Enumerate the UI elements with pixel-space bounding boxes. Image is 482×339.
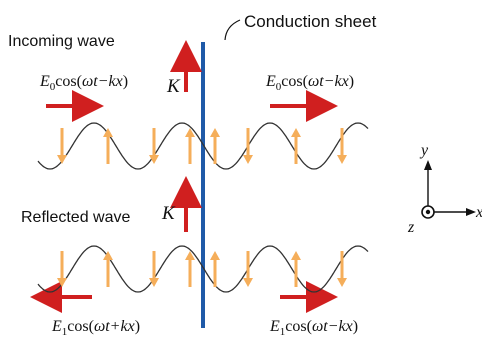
incoming-field-arrow <box>210 128 220 164</box>
reflected-wave-label: Reflected wave <box>21 209 130 226</box>
incoming-field-arrows <box>57 128 347 164</box>
reflected-field-arrow <box>103 251 113 287</box>
y-axis-label: y <box>419 142 429 159</box>
incoming-right-expression: E0cos(ωt−kx) <box>265 73 354 93</box>
current-label-top: K <box>166 76 181 97</box>
x-axis-arrowhead <box>466 208 476 216</box>
reflected-field-arrow <box>185 251 195 287</box>
conduction-sheet-label: Conduction sheet <box>244 12 377 31</box>
z-axis-dot <box>425 209 431 215</box>
reflected-wave-curve <box>37 245 369 293</box>
reflected-field-arrow <box>149 251 159 287</box>
sheet-pointer-curve <box>224 19 241 41</box>
x-axis-label: x <box>475 204 482 221</box>
reflected-field-arrow <box>337 251 347 287</box>
reflected-field-arrow <box>210 251 220 287</box>
coordinate-axes: y x z <box>407 142 482 236</box>
incoming-field-arrow <box>57 128 67 164</box>
reflected-right-expression: E1cos(ωt−kx) <box>269 318 358 338</box>
incoming-wave-curve <box>37 122 369 170</box>
incoming-left-expression: E0cos(ωt−kx) <box>39 73 128 93</box>
reflected-field-arrow <box>243 251 253 287</box>
reflected-left-expression: E1cos(ωt+kx) <box>51 318 140 338</box>
current-label-bottom: K <box>161 203 176 224</box>
incoming-field-arrow <box>149 128 159 164</box>
reflected-field-arrow <box>57 251 67 287</box>
incoming-wave-label: Incoming wave <box>8 33 115 50</box>
incoming-field-arrow <box>337 128 347 164</box>
incoming-field-arrow <box>185 128 195 164</box>
reflected-field-arrow <box>291 251 301 287</box>
reflected-field-arrows <box>57 251 347 287</box>
z-axis-label: z <box>407 219 415 236</box>
incoming-field-arrow <box>291 128 301 164</box>
incoming-field-arrow <box>243 128 253 164</box>
y-axis-arrowhead <box>424 160 432 170</box>
incoming-field-arrow <box>103 128 113 164</box>
